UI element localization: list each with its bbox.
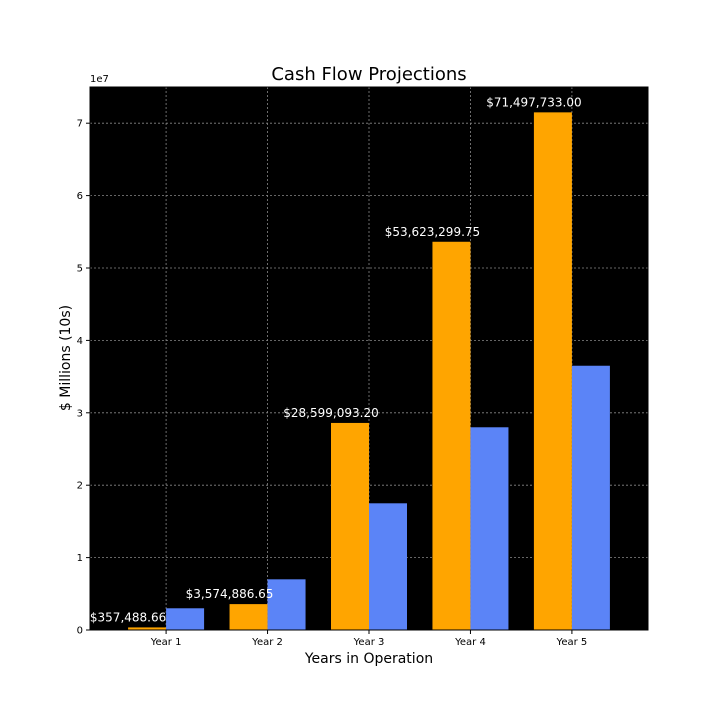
bar-value-label: $71,497,733.00 [486,95,581,109]
x-tick-label: Year 5 [556,637,588,648]
x-tick-label: Year 1 [150,637,182,648]
bar [331,422,369,630]
bar [470,427,509,630]
y-axis-label: $ Millions (10s) [58,305,74,411]
bar-value-label: $357,488.66 [90,610,166,624]
x-tick-label: Year 2 [251,637,283,648]
y-tick-label: 1 [77,553,83,564]
x-axis-ticks: Year 1 Year 2 Year 3 Year 4 Year 5 [150,630,588,648]
bar-value-label: $3,574,886.65 [186,587,274,601]
bar-value-label: $28,599,093.20 [283,406,378,420]
bar [369,503,407,630]
x-axis-label: Years in Operation [304,651,433,667]
y-tick-label: 4 [77,336,83,347]
y-tick-label: 5 [77,264,83,275]
bar [128,627,167,630]
y-tick-label: 3 [77,408,83,419]
bar-value-label: $53,623,299.75 [385,225,480,239]
y-tick-label: 0 [77,626,83,637]
bars [128,112,610,630]
y-tick-label: 7 [77,119,83,130]
x-tick-label: Year 4 [454,637,486,648]
bar [166,608,205,630]
y-axis-ticks: 0 1 2 3 4 5 6 7 [77,119,90,637]
data-labels: $357,488.66 $3,574,886.65 $28,599,093.20 $5… [90,95,582,624]
bar [571,365,610,630]
y-axis-offset-text: 1e7 [90,74,109,85]
x-tick-label: Year 3 [353,637,385,648]
y-tick-label: 2 [77,481,83,492]
bar [267,579,306,630]
bar [533,112,572,630]
bar [432,241,471,630]
bar [229,604,268,630]
chart-title: Cash Flow Projections [271,64,466,85]
y-tick-label: 6 [77,191,83,202]
